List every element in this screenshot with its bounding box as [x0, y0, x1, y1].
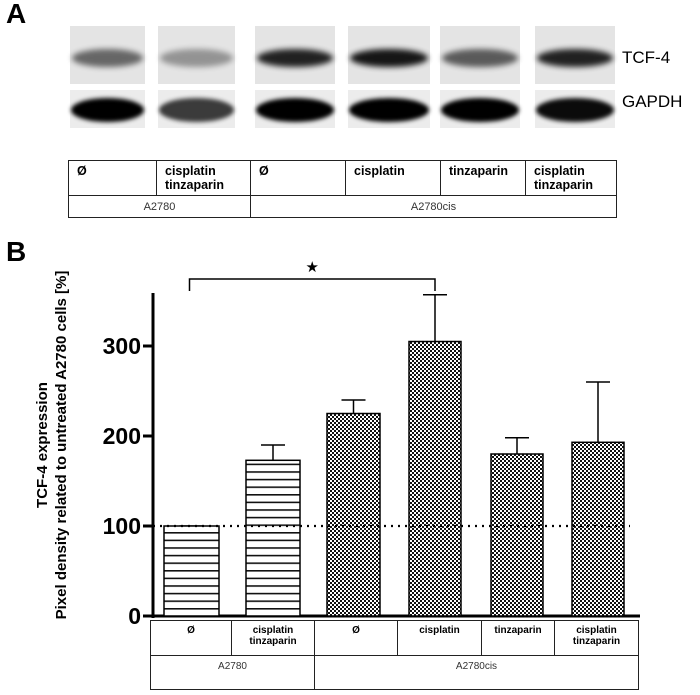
- tcf4-band: [72, 49, 143, 67]
- treatment-cell: cisplatin: [345, 160, 441, 196]
- y-tick-label: 200: [103, 423, 141, 449]
- tcf4-band: [442, 49, 518, 67]
- significance-bracket: [188, 278, 436, 291]
- treatment-cell: cisplatin tinzaparin: [231, 620, 315, 656]
- treatment-cell: cisplatin tinzaparin: [554, 620, 639, 656]
- gapdh-band: [441, 98, 519, 122]
- western-blot: [70, 26, 615, 128]
- treatment-cell: Ø: [250, 160, 346, 196]
- y-tick-label: 0: [128, 603, 141, 629]
- tcf4-band: [257, 49, 333, 67]
- tcf4-band: [537, 49, 613, 67]
- tcf4-label: TCF-4: [622, 48, 671, 67]
- treatment-cell: cisplatin: [397, 620, 482, 656]
- tcf4-band: [350, 49, 428, 67]
- bar: [245, 459, 301, 617]
- cell-line-cell: A2780: [150, 655, 315, 690]
- bar: [408, 340, 462, 617]
- gapdh-band: [536, 98, 614, 122]
- treatment-cell: cisplatin tinzaparin: [156, 160, 251, 196]
- cell-line-cell: A2780cis: [314, 655, 639, 690]
- y-tick-label: 300: [103, 333, 141, 359]
- panel-a-sample-table: Ø cisplatin tinzaparin Ø cisplatin tinza…: [68, 160, 617, 218]
- treatment-cell: Ø: [150, 620, 232, 656]
- treatment-cell: Ø: [68, 160, 157, 196]
- treatment-cell: cisplatin tinzaparin: [525, 160, 617, 196]
- gapdh-band: [256, 98, 334, 122]
- cell-line-cell: A2780: [68, 195, 251, 218]
- panel-b-label: B: [6, 236, 27, 267]
- significance-star: ★: [306, 258, 319, 276]
- tcf4-band: [160, 49, 233, 67]
- gapdh-band: [159, 98, 234, 122]
- bar: [490, 453, 544, 617]
- bar: [326, 412, 381, 617]
- gapdh-band: [349, 98, 429, 122]
- panel-b-sample-table: Ø cisplatin tinzaparin Ø cisplatin tinza…: [150, 620, 639, 690]
- gapdh-label: GAPDH: [622, 92, 683, 111]
- bar: [571, 441, 625, 617]
- treatment-cell: tinzaparin: [440, 160, 526, 196]
- treatment-cell: Ø: [314, 620, 398, 656]
- bar: [163, 525, 220, 617]
- cell-line-cell: A2780cis: [250, 195, 617, 218]
- panel-a-label: A: [6, 0, 27, 29]
- gapdh-band: [71, 98, 144, 122]
- y-tick-label: 100: [103, 513, 141, 539]
- treatment-cell: tinzaparin: [481, 620, 555, 656]
